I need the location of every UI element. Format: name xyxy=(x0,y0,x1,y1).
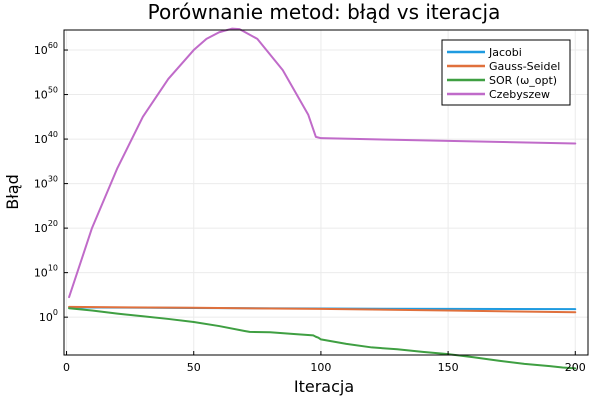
series-layer xyxy=(68,27,577,370)
legend-label-3: Czebyszew xyxy=(489,88,550,101)
plot-frame xyxy=(63,29,589,356)
y-tick-exponent: 40 xyxy=(48,130,58,139)
series-line-3 xyxy=(68,27,577,299)
x-axis-label: Iteracja xyxy=(294,377,354,396)
y-tick-base: 10 xyxy=(34,89,48,102)
y-tick-label: 1050 xyxy=(34,86,58,102)
x-axis-ticks: 0 50 100 150 200 xyxy=(63,351,586,374)
y-tick-base: 10 xyxy=(39,311,53,324)
y-tick-label: 1010 xyxy=(34,264,58,280)
legend-label-0: Jacobi xyxy=(488,46,522,59)
series-line-1 xyxy=(68,305,577,314)
y-tick-base: 10 xyxy=(34,44,48,57)
x-tick-label: 100 xyxy=(310,361,331,374)
y-tick-label: 100 xyxy=(39,308,58,324)
series-line-2 xyxy=(68,307,577,370)
y-tick-base: 10 xyxy=(34,178,48,191)
y-tick-exponent: 10 xyxy=(48,264,58,273)
legend-label-2: SOR (ω_opt) xyxy=(489,74,557,87)
y-tick-exponent: 60 xyxy=(48,41,58,50)
y-tick-label: 1040 xyxy=(34,130,58,146)
x-tick-label: 200 xyxy=(565,361,586,374)
x-tick-label: 150 xyxy=(438,361,459,374)
y-tick-label: 1020 xyxy=(34,219,58,235)
y-tick-base: 10 xyxy=(34,133,48,146)
y-axis-label: Błąd xyxy=(3,174,22,209)
y-tick-base: 10 xyxy=(34,267,48,280)
y-tick-label: 1030 xyxy=(34,175,58,191)
chart-title: Porównanie metod: błąd vs iteracja xyxy=(148,0,501,24)
y-tick-exponent: 20 xyxy=(48,219,58,228)
x-tick-label: 0 xyxy=(63,361,70,374)
x-tick-label: 50 xyxy=(187,361,201,374)
y-tick-base: 10 xyxy=(34,222,48,235)
y-tick-exponent: 30 xyxy=(48,175,58,184)
legend-label-1: Gauss-Seidel xyxy=(489,60,560,73)
y-tick-exponent: 50 xyxy=(48,86,58,95)
y-tick-exponent: 0 xyxy=(53,308,58,317)
y-tick-label: 1060 xyxy=(34,41,58,57)
